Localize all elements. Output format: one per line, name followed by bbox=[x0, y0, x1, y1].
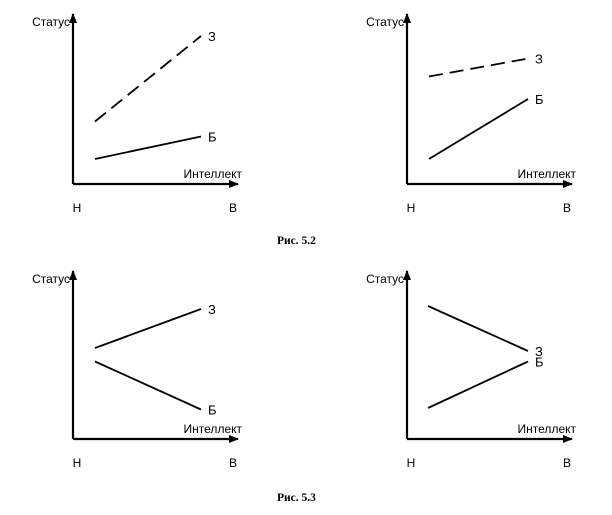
series-line-b bbox=[94, 135, 202, 160]
x-axis-label: Интеллект bbox=[184, 167, 243, 181]
chart-panel-1: Статус Интеллект Н В З Б bbox=[32, 13, 243, 215]
series-label-b: Б bbox=[208, 403, 217, 418]
x-tick-label: Н bbox=[73, 201, 82, 215]
x-tick-label: В bbox=[563, 456, 571, 470]
series-line-b bbox=[94, 360, 202, 411]
y-axis-label: Статус bbox=[32, 272, 70, 286]
series-label-b: Б bbox=[535, 355, 544, 370]
series-label-z: З bbox=[208, 29, 216, 44]
x-tick-label: В bbox=[229, 201, 237, 215]
chart-panel-3: Статус Интеллект Н В З Б bbox=[32, 270, 243, 470]
x-tick-label: Н bbox=[407, 201, 416, 215]
x-tick-label: Н bbox=[73, 456, 82, 470]
series-line-z bbox=[428, 57, 529, 78]
figure-caption-5-2: Рис. 5.2 bbox=[277, 235, 316, 247]
figure-caption-5-3: Рис. 5.3 bbox=[277, 492, 316, 504]
x-axis-label: Интеллект bbox=[184, 422, 243, 436]
series-label-z: З bbox=[535, 344, 543, 359]
x-tick-label: В bbox=[563, 201, 571, 215]
chart-panel-2: Статус Интеллект Н В З Б bbox=[366, 13, 577, 215]
x-axis-label: Интеллект bbox=[518, 167, 577, 181]
series-line-z bbox=[427, 305, 529, 352]
series-line-b bbox=[427, 360, 529, 409]
series-label-z: З bbox=[208, 302, 216, 317]
x-axis-label: Интеллект bbox=[518, 422, 577, 436]
x-tick-label: Н bbox=[407, 456, 416, 470]
series-line-b bbox=[428, 98, 529, 160]
chart-panel-4: Статус Интеллект Н В ЗБ bbox=[366, 270, 577, 470]
series-line-z bbox=[94, 308, 202, 349]
y-axis-label: Статус bbox=[366, 15, 404, 29]
x-tick-label: В bbox=[229, 456, 237, 470]
series-label-b: Б bbox=[208, 130, 217, 145]
series-label-z: З bbox=[535, 52, 543, 67]
y-axis-label: Статус bbox=[32, 15, 70, 29]
series-line-z bbox=[94, 35, 202, 123]
series-label-b: Б bbox=[535, 92, 544, 107]
y-axis-label: Статус bbox=[366, 272, 404, 286]
